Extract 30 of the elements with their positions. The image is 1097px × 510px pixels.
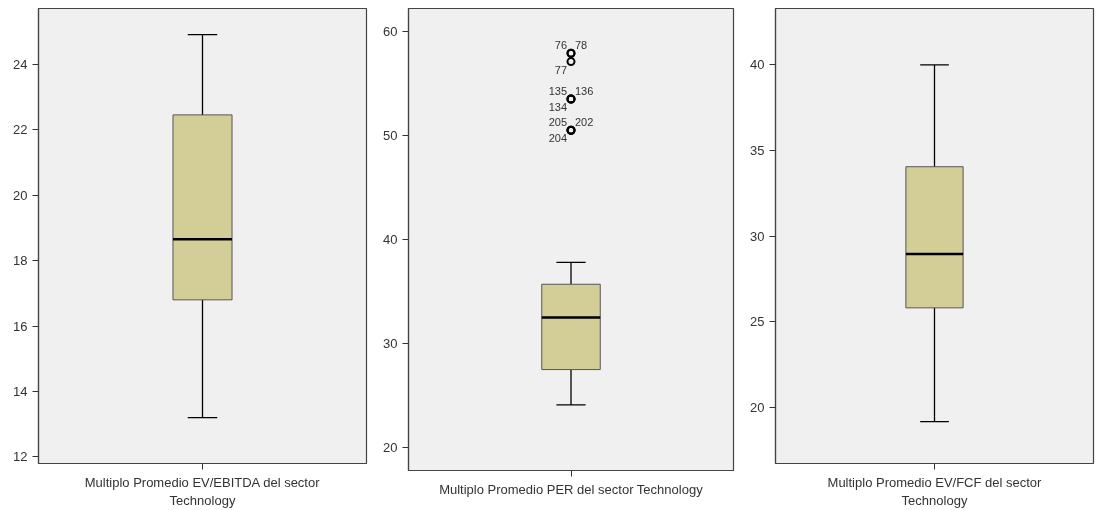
- x-tick-label: Multiplo Promedio PER del sector Technology: [439, 481, 704, 497]
- y-tick-label: 40: [750, 57, 765, 73]
- annotation: 136: [575, 85, 594, 98]
- y-tick-label: 16: [13, 318, 28, 334]
- x-tick-label: Multiplo Promedio EV/FCF del sector Technology: [827, 474, 1043, 508]
- y-tick-label: 50: [383, 127, 398, 143]
- y-tick-label: 20: [13, 187, 28, 203]
- annotation: 134: [548, 101, 568, 114]
- annotation: 78: [575, 39, 588, 52]
- x-tick-label: Multiplo Promedio EV/EBITDA del sector Technology: [84, 474, 321, 508]
- annotation: 76: [554, 39, 568, 52]
- annotation: 77: [554, 63, 568, 76]
- y-tick-label: 20: [383, 440, 398, 456]
- y-tick-label: 22: [13, 122, 28, 138]
- y-tick-label: 60: [383, 23, 398, 39]
- y-tick-label: 20: [750, 399, 765, 415]
- y-tick-label: 30: [383, 336, 398, 352]
- annotation: 205: [548, 116, 568, 129]
- y-tick-label: 18: [13, 253, 28, 269]
- y-tick-label: 30: [750, 228, 765, 244]
- point: [566, 57, 576, 67]
- annotation: 202: [575, 116, 594, 129]
- y-tick-label: 25: [750, 314, 765, 330]
- y-tick-label: 14: [13, 383, 28, 399]
- y-tick-label: 12: [13, 449, 28, 465]
- y-tick-label: 40: [383, 232, 398, 247]
- y-tick-label: 35: [750, 142, 765, 158]
- annotation: 135: [548, 85, 568, 98]
- annotation: 204: [548, 132, 568, 145]
- y-tick-label: 24: [13, 56, 28, 72]
